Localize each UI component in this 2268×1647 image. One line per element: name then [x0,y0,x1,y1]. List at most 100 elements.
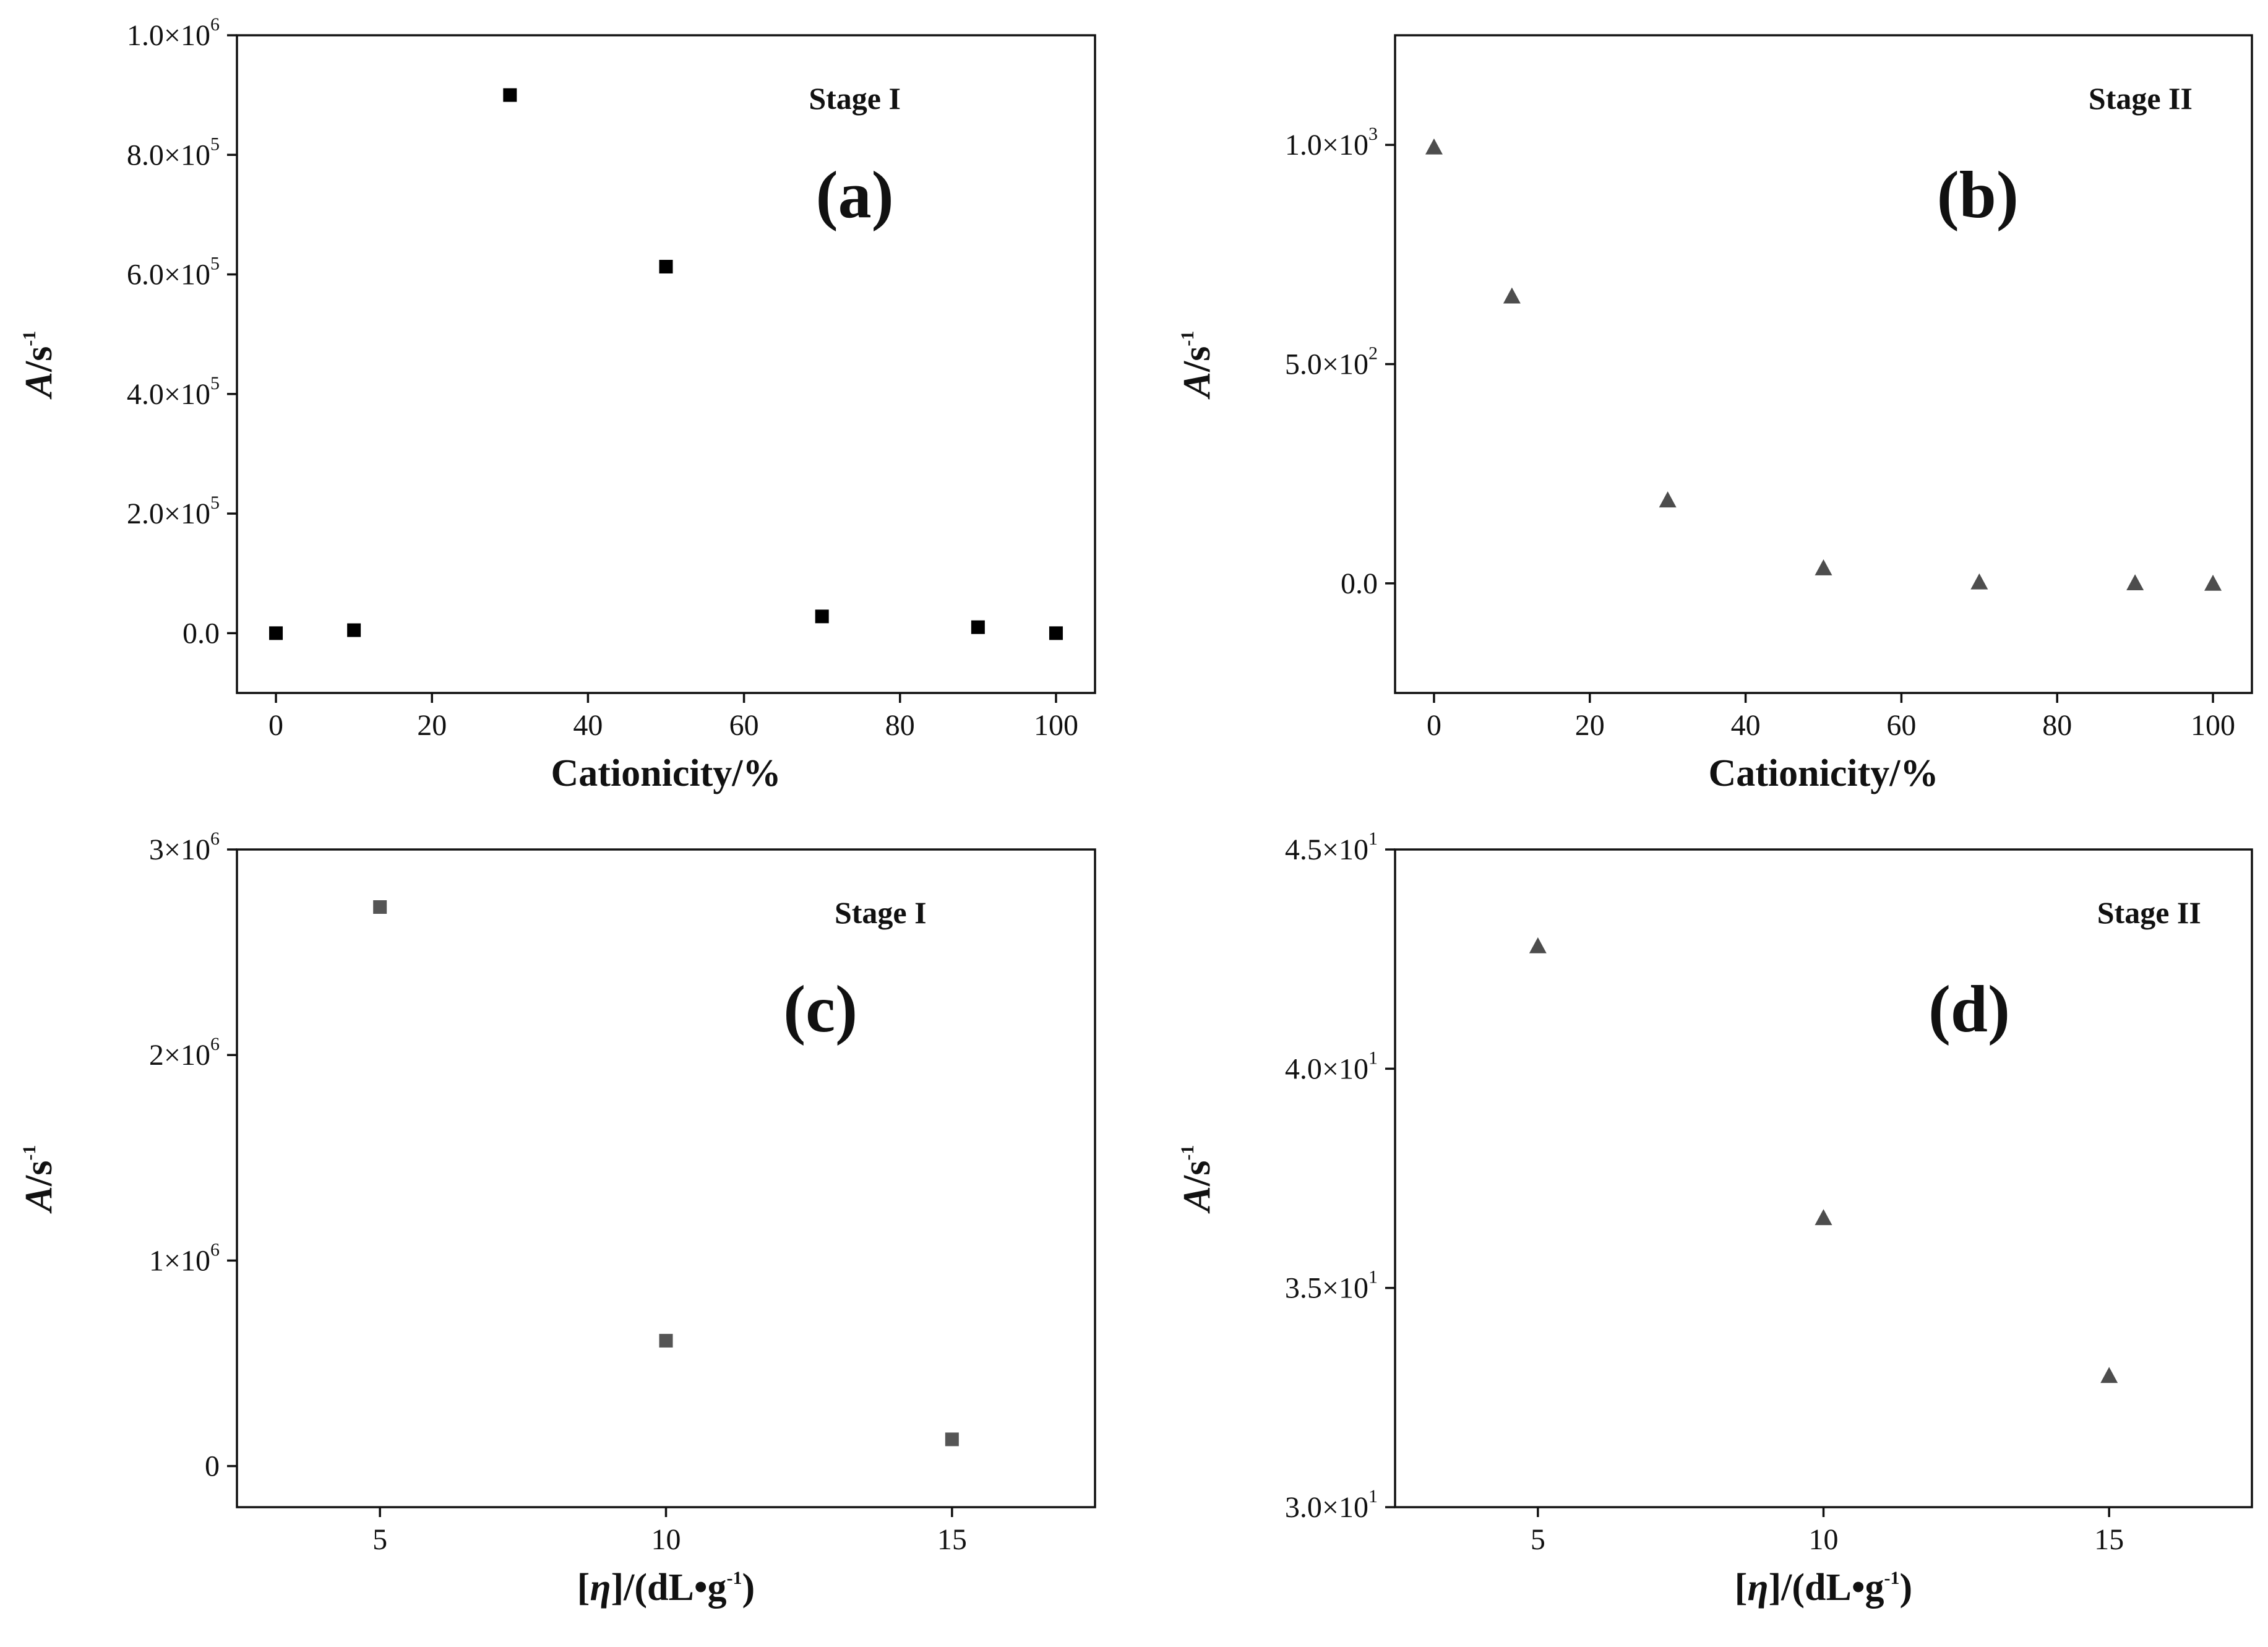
data-point [815,609,829,624]
data-point [269,626,283,640]
x-tick-label: 5 [1531,1523,1545,1556]
x-axis-label-unit: ]/(dL•g [1768,1567,1884,1609]
y-tick-mantissa: 0.0 [183,617,220,650]
plot-frame [1394,848,2253,1508]
y-tick-label: 0 [205,1450,220,1483]
y-tick-exponent: 6 [210,828,220,849]
x-tick-label: 5 [372,1523,387,1556]
y-axis-label-symbol: A [18,372,60,400]
data-point [1659,491,1677,508]
y-tick-label: 0.0 [183,617,220,650]
x-axis-label: Cationicity/% [551,752,781,794]
data-point [2126,574,2144,591]
y-axis-label: A/s-1 [18,1145,60,1215]
stage-label: Stage II [2097,895,2201,930]
x-axis-label-text: Cationicity/% [1709,752,1939,794]
x-tick-label: 0 [268,709,283,742]
y-tick-mantissa: 4.0×10 [127,378,210,411]
y-tick-exponent: 1 [1368,1047,1378,1068]
x-axis-label: [η]/(dL•g-1) [577,1567,755,1609]
x-axis-label-pre: [ [577,1567,590,1609]
x-tick-label: 40 [1731,709,1761,742]
data-point [945,1432,959,1447]
y-axis-label-symbol: A [1176,1186,1218,1214]
y-tick-exponent: 6 [210,14,220,35]
y-tick-exponent: 3 [1368,124,1378,144]
y-tick-mantissa: 2.0×10 [127,497,210,530]
chart-panel-d: 5 10 153.0×1013.5×1014.0×1014.5×101[η]/(dL… [1176,828,2253,1609]
y-tick-label: 3.5×101 [1285,1267,1378,1305]
y-tick-exponent: 1 [1368,1486,1378,1507]
y-axis-label: A/s-1 [18,331,60,400]
stage-label: Stage II [2089,81,2193,116]
data-point [1049,626,1063,640]
x-tick-label: 20 [1575,709,1605,742]
data-point [373,900,387,914]
y-tick-label: 1.0×103 [1285,124,1378,161]
y-tick-label: 5.0×102 [1285,343,1378,381]
data-point [1425,138,1443,155]
data-point [1815,559,1832,575]
y-tick-label: 0.0 [1341,567,1378,600]
y-axis-label-exponent: -1 [1177,331,1198,346]
x-tick-label: 10 [1809,1523,1839,1556]
data-point [659,259,673,273]
x-axis-label-text: Cationicity/% [551,752,781,794]
x-tick-label: 40 [573,709,603,742]
data-point [2100,1367,2118,1383]
data-point [1815,1209,1832,1226]
stage-label: Stage I [835,895,927,930]
y-tick-mantissa: 4.5×10 [1285,833,1368,866]
x-tick-label: 20 [417,709,447,742]
plot-frame [1394,34,2253,694]
y-tick-mantissa: 3×10 [149,833,210,866]
y-tick-exponent: 5 [210,373,220,393]
y-tick-mantissa: 0.0 [1341,567,1378,600]
data-point [503,88,517,102]
y-tick-exponent: 5 [210,134,220,154]
x-axis-label: [η]/(dL•g-1) [1735,1567,1912,1609]
y-tick-mantissa: 6.0×10 [127,259,210,291]
x-tick-label: 80 [2042,709,2072,742]
panel-label: (d) [1928,973,2010,1046]
x-axis-label-symbol: η [590,1567,611,1609]
y-axis-label-unit: /s [1176,1161,1218,1187]
x-axis-label-exponent: -1 [727,1568,742,1588]
data-point [971,620,985,634]
y-tick-label: 6.0×105 [127,254,220,291]
y-tick-label: 2×106 [149,1034,220,1072]
y-tick-label: 1.0×106 [127,14,220,52]
x-axis-label-exponent: -1 [1884,1568,1900,1588]
x-axis-label-pre: [ [1735,1567,1748,1609]
data-point [347,623,361,637]
y-tick-mantissa: 0 [205,1450,220,1483]
y-axis-label: A/s-1 [1176,1145,1218,1215]
y-tick-label: 8.0×105 [127,134,220,171]
y-axis-label-unit: /s [1176,346,1218,372]
y-tick-exponent: 6 [210,1034,220,1054]
y-tick-mantissa: 1.0×10 [127,19,210,52]
y-tick-mantissa: 5.0×10 [1285,348,1368,381]
y-axis-label-unit: /s [18,346,60,372]
y-axis-label-exponent: -1 [1177,1145,1198,1161]
y-tick-mantissa: 1.0×10 [1285,129,1368,161]
x-axis-label-post: ) [742,1567,755,1609]
x-tick-label: 100 [1034,709,1078,742]
y-tick-label: 4.0×101 [1285,1047,1378,1085]
x-tick-label: 80 [885,709,915,742]
y-tick-mantissa: 2×10 [149,1039,210,1072]
plot-frame [236,848,1096,1508]
y-axis-label-symbol: A [18,1186,60,1214]
x-tick-label: 0 [1427,709,1441,742]
x-tick-label: 100 [2191,709,2235,742]
y-tick-mantissa: 4.0×10 [1285,1052,1368,1085]
y-tick-mantissa: 8.0×10 [127,139,210,171]
y-tick-mantissa: 1×10 [149,1244,210,1277]
stage-label: Stage I [809,81,901,116]
x-axis-label-unit: ]/(dL•g [611,1567,726,1609]
plot-frame [236,34,1096,694]
y-tick-mantissa: 3.0×10 [1285,1491,1368,1524]
y-axis-label-exponent: -1 [19,1145,40,1161]
x-tick-label: 15 [937,1523,967,1556]
y-axis-label-exponent: -1 [19,331,40,346]
